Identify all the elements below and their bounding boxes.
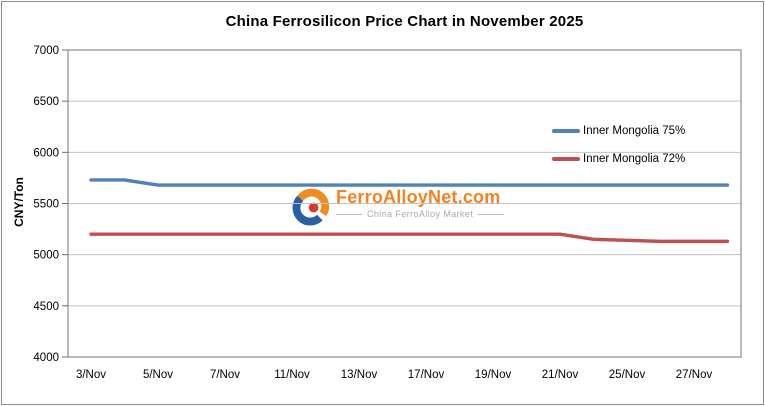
watermark-subtitle: China FerroAlloy Market [367,209,474,219]
x-tick-label-7/Nov: 7/Nov [210,369,240,381]
watermark: FerroAlloyNet.com China FerroAlloy Marke… [291,187,505,227]
y-tick-label-7000: 7000 [33,45,59,57]
x-tick-label-17/Nov: 17/Nov [408,369,445,381]
legend-item-75: Inner Mongolia 75% [552,124,685,138]
y-tick-label-5000: 5000 [33,250,59,262]
y-tick-label-5500: 5500 [33,199,59,211]
ferroalloynet-logo-icon [292,188,330,226]
watermark-dash-left [336,213,362,215]
legend-label-72: Inner Mongolia 72% [583,153,686,165]
x-tick-label-3/Nov: 3/Nov [76,369,106,381]
series-line-inner-mongolia-75% [89,178,730,187]
watermark-dash-right [478,213,505,215]
x-tick-label-13/Nov: 13/Nov [341,369,378,381]
legend-label-75: Inner Mongolia 75% [583,125,686,137]
y-tick-label-4500: 4500 [33,301,59,313]
y-tick-label-6000: 6000 [33,147,59,159]
legend-line-sample-75 [552,129,580,133]
x-tick-label-27/Nov: 27/Nov [676,369,713,381]
legend-item-72: Inner Mongolia 72% [552,152,685,166]
series-line-inner-mongolia-72% [89,232,730,244]
chart-legend: Inner Mongolia 75% Inner Mongolia 72% [552,124,685,180]
x-tick-label-11/Nov: 11/Nov [274,369,310,381]
x-tick-label-21/Nov: 21/Nov [542,369,579,381]
x-tick-label-5/Nov: 5/Nov [143,369,173,381]
y-tick-label-4000: 4000 [33,352,59,364]
watermark-brand: FerroAlloyNet.com [336,187,501,207]
chart-title: China Ferrosilicon Price Chart in Novemb… [225,13,584,30]
x-tick-label-19/Nov: 19/Nov [475,369,512,381]
y-tick-label-6500: 6500 [33,96,59,108]
legend-line-sample-72 [552,157,580,161]
x-tick-label-25/Nov: 25/Nov [609,369,646,381]
